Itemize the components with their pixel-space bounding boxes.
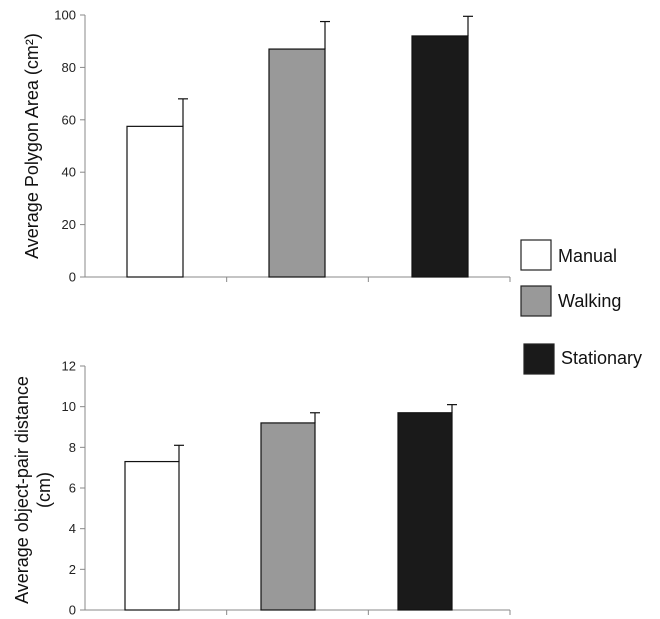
- y-tick-label: 8: [69, 440, 76, 455]
- bar-manual: [124, 460, 180, 611]
- bar-stationary: [397, 412, 453, 611]
- legend: Manual Walking Stationary: [520, 239, 642, 375]
- y-tick-label: 20: [62, 217, 76, 232]
- y-tick-label: 40: [62, 165, 76, 180]
- y-tick-label: 10: [62, 399, 76, 414]
- y-tick-label: 12: [62, 359, 76, 374]
- bar-manual: [126, 125, 184, 278]
- y-axis-label: Average Polygon Area (cm²): [22, 33, 42, 259]
- bar-walking: [260, 422, 316, 611]
- legend-swatch-manual: [520, 239, 552, 271]
- legend-label-stationary: Stationary: [561, 348, 642, 368]
- legend-label-walking: Walking: [558, 291, 621, 311]
- y-axis-label: Average object-pair distance (cm): [12, 376, 54, 604]
- y-tick-label: 0: [69, 270, 76, 285]
- y-tick-label: 80: [62, 60, 76, 75]
- y-tick-label: 100: [54, 8, 76, 23]
- legend-label-manual: Manual: [558, 246, 617, 266]
- polygon-area-chart: 0 20 40 60 80 100 Average Polygon Area (cm²): [22, 8, 511, 285]
- y-tick-label: 6: [69, 481, 76, 496]
- object-pair-distance-chart: 0 2 4 6 8 10 12 Average object-pair distance (cm…: [12, 359, 511, 618]
- legend-swatch-stationary: [523, 343, 555, 375]
- y-tick-label: 60: [62, 112, 76, 127]
- legend-swatch-walking: [520, 285, 552, 317]
- bar-walking: [268, 48, 326, 278]
- y-tick-label: 2: [69, 562, 76, 577]
- y-tick-label: 4: [69, 521, 76, 536]
- bar-stationary: [411, 35, 469, 278]
- y-tick-label: 0: [69, 603, 76, 618]
